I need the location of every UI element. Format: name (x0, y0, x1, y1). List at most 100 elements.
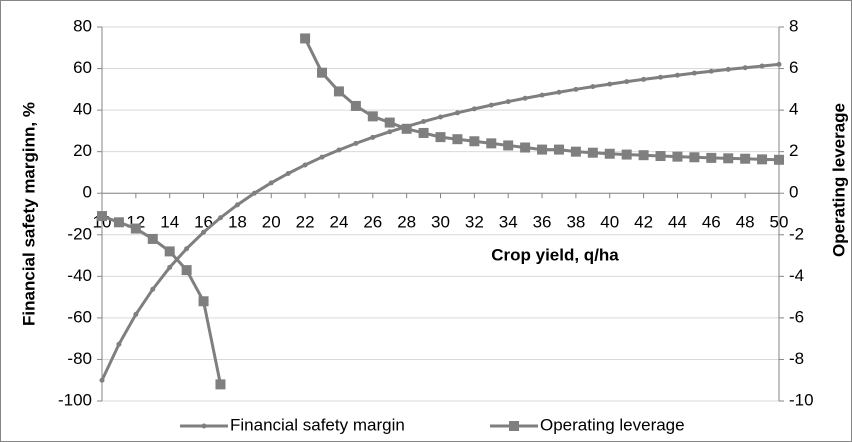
point (742, 65, 748, 71)
point (285, 170, 291, 176)
y2-tick-label: 0 (789, 183, 798, 202)
point (723, 153, 734, 164)
x-tick-label: 16 (194, 213, 213, 232)
point (234, 202, 240, 208)
point (774, 154, 784, 165)
y2-tick-label: -4 (789, 266, 804, 285)
legend-marker (201, 423, 207, 429)
point (268, 180, 274, 186)
point (201, 229, 207, 235)
x-tick-label: 34 (499, 213, 518, 232)
x-tick-label: 50 (770, 213, 789, 232)
point (300, 33, 311, 44)
point (655, 151, 666, 162)
point (691, 70, 697, 76)
point (573, 86, 579, 92)
point (776, 61, 782, 67)
y-tick-label: 20 (73, 141, 92, 160)
point (370, 134, 376, 140)
point (198, 296, 209, 307)
x-tick-label: 26 (363, 213, 382, 232)
point (302, 162, 308, 168)
point (167, 264, 173, 270)
point (520, 142, 531, 153)
y-tick-label: -80 (67, 349, 92, 368)
point (641, 76, 647, 82)
point (759, 63, 765, 69)
y-tick-label: -20 (67, 224, 92, 243)
y2-tick-label: 8 (789, 16, 798, 35)
y-axis-label: Financial safety marginn, % (19, 102, 38, 326)
point (522, 95, 528, 101)
point (740, 153, 751, 164)
point (706, 152, 717, 163)
point (587, 147, 598, 158)
y2-tick-label: -6 (789, 307, 804, 326)
point (184, 246, 190, 252)
legend-label: Financial safety margin (230, 415, 405, 434)
point (590, 84, 596, 90)
point (133, 311, 139, 317)
point (384, 117, 395, 128)
point (674, 72, 680, 78)
point (505, 99, 511, 105)
point (418, 127, 429, 138)
point (401, 123, 412, 134)
y-tick-label: 0 (83, 183, 92, 202)
point (658, 74, 664, 80)
y2-tick-label: 2 (789, 141, 798, 160)
point (672, 151, 683, 162)
x-tick-label: 48 (736, 213, 755, 232)
legend-marker (509, 421, 519, 431)
x-tick-label: 14 (160, 213, 179, 232)
point (469, 136, 480, 147)
y-tick-label: 80 (73, 16, 92, 35)
point (251, 190, 257, 196)
point (689, 152, 700, 163)
point (317, 67, 328, 78)
point (708, 68, 714, 74)
point (97, 211, 107, 222)
x-tick-label: 42 (634, 213, 653, 232)
x-tick-label: 24 (329, 213, 348, 232)
y-tick-label: 60 (73, 58, 92, 77)
x-tick-label: 40 (600, 213, 619, 232)
point (539, 92, 545, 98)
point (336, 147, 342, 153)
point (486, 138, 497, 149)
point (353, 140, 359, 146)
point (319, 154, 325, 160)
legend-label: Operating leverage (540, 415, 685, 434)
point (638, 150, 649, 161)
x-tick-label: 28 (397, 213, 416, 232)
x-tick-label: 36 (533, 213, 552, 232)
x-tick-label: 44 (668, 213, 687, 232)
point (454, 110, 460, 116)
x-tick-label: 22 (296, 213, 315, 232)
point (217, 215, 223, 221)
point (725, 66, 731, 72)
x-tick-label: 18 (228, 213, 247, 232)
point (452, 134, 463, 145)
point (421, 119, 427, 125)
point (624, 79, 630, 85)
point (333, 86, 344, 97)
point (147, 233, 158, 244)
y2-tick-label: 6 (789, 58, 798, 77)
point (150, 286, 156, 292)
x-axis-label: Crop yield, q/ha (491, 245, 619, 264)
y-tick-label: -100 (58, 390, 92, 409)
point (537, 144, 548, 155)
point (350, 100, 361, 111)
y2-axis-label: Operating leverage (829, 103, 848, 257)
point (570, 146, 581, 157)
y-tick-label: -60 (67, 307, 92, 326)
y-tick-label: 40 (73, 100, 92, 119)
point (621, 149, 632, 160)
y2-tick-label: -10 (789, 390, 814, 409)
point (181, 265, 192, 276)
point (438, 114, 443, 120)
y-tick-label: -40 (67, 266, 92, 285)
